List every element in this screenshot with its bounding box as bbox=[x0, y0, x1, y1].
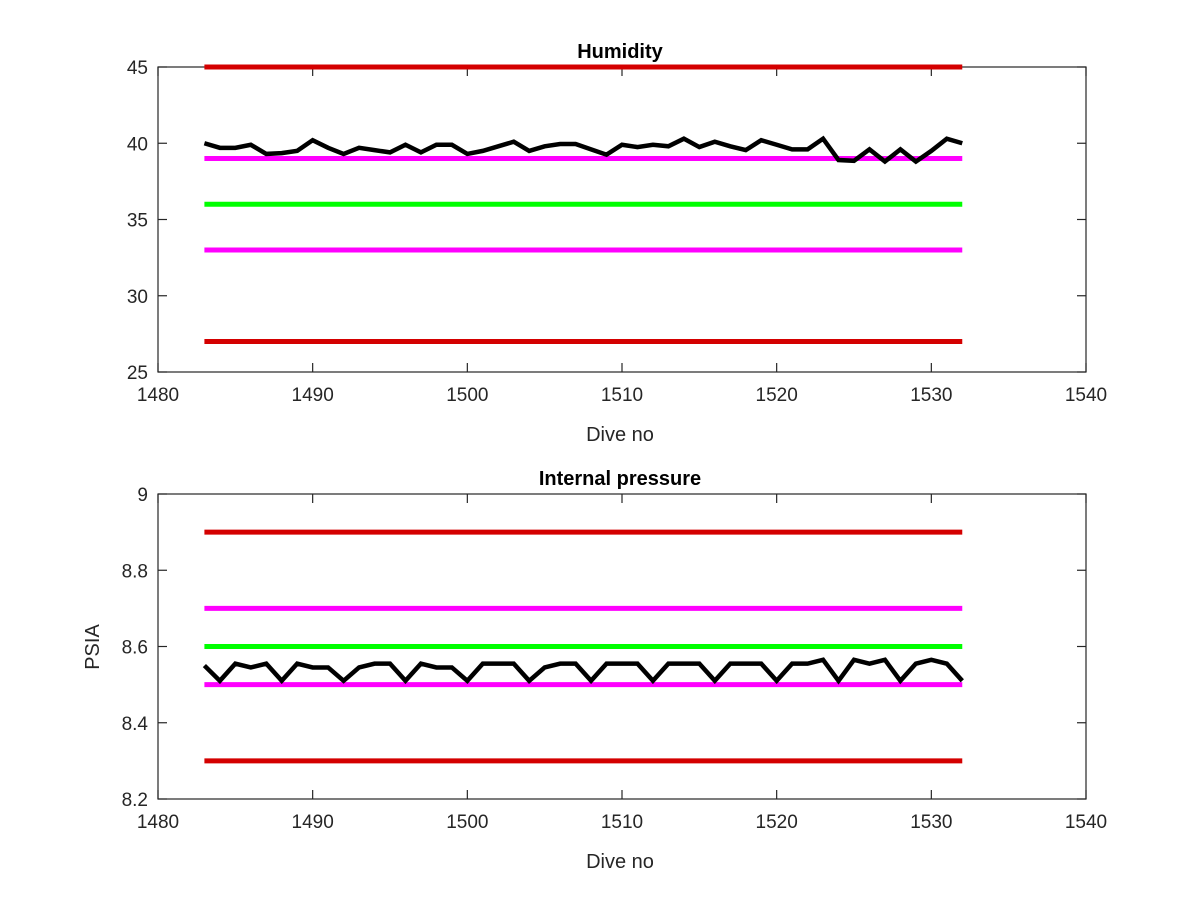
series-line bbox=[203, 135, 963, 165]
x-tick-label: 1520 bbox=[756, 812, 798, 833]
x-tick-label: 1490 bbox=[292, 812, 334, 833]
series-line bbox=[202, 657, 964, 685]
x-tick-label: 1500 bbox=[446, 812, 488, 833]
x-tick-label: 1480 bbox=[137, 385, 179, 406]
x-tick-label: 1480 bbox=[137, 812, 179, 833]
x-tick-label: 1500 bbox=[446, 385, 488, 406]
chart-marks: 1480 1490 1500 1510 1520 1530 1540 8.2 8.4 8.6 8.8… bbox=[122, 485, 1108, 833]
y-tick-label: 40 bbox=[127, 134, 148, 155]
chart-title: Internal pressure bbox=[539, 468, 701, 490]
x-tick-label: 1540 bbox=[1065, 385, 1107, 406]
y-tick-label: 8.8 bbox=[122, 561, 148, 582]
x-axis-label: Dive no bbox=[586, 424, 654, 446]
y-tick-label: 30 bbox=[127, 287, 148, 308]
internal-pressure-plot: Internal pressure 1480 1490 1500 1510 1520 15… bbox=[82, 468, 1107, 873]
chart-marks: 1480 1490 1500 1510 1520 1530 1540 25 30 35 40 45 bbox=[127, 58, 1107, 406]
y-tick-label: 8.4 bbox=[122, 714, 149, 735]
x-axis-label: Dive no bbox=[586, 851, 654, 873]
y-tick-label: 25 bbox=[127, 363, 148, 384]
x-tick-label: 1520 bbox=[756, 385, 798, 406]
y-axis-label: PSIA bbox=[82, 624, 104, 670]
y-tick-label: 35 bbox=[127, 211, 148, 232]
x-tick-label: 1530 bbox=[910, 812, 952, 833]
x-tick-label: 1490 bbox=[292, 385, 334, 406]
y-tick-label: 9 bbox=[137, 485, 148, 506]
x-tick-label: 1540 bbox=[1065, 812, 1107, 833]
chart-title: Humidity bbox=[577, 41, 663, 63]
y-tick-label: 8.2 bbox=[122, 790, 148, 811]
x-tick-label: 1510 bbox=[601, 385, 643, 406]
y-tick-label: 8.6 bbox=[122, 638, 148, 659]
x-tick-label: 1530 bbox=[910, 385, 952, 406]
y-tick-label: 45 bbox=[127, 58, 148, 79]
x-tick-label: 1510 bbox=[601, 812, 643, 833]
